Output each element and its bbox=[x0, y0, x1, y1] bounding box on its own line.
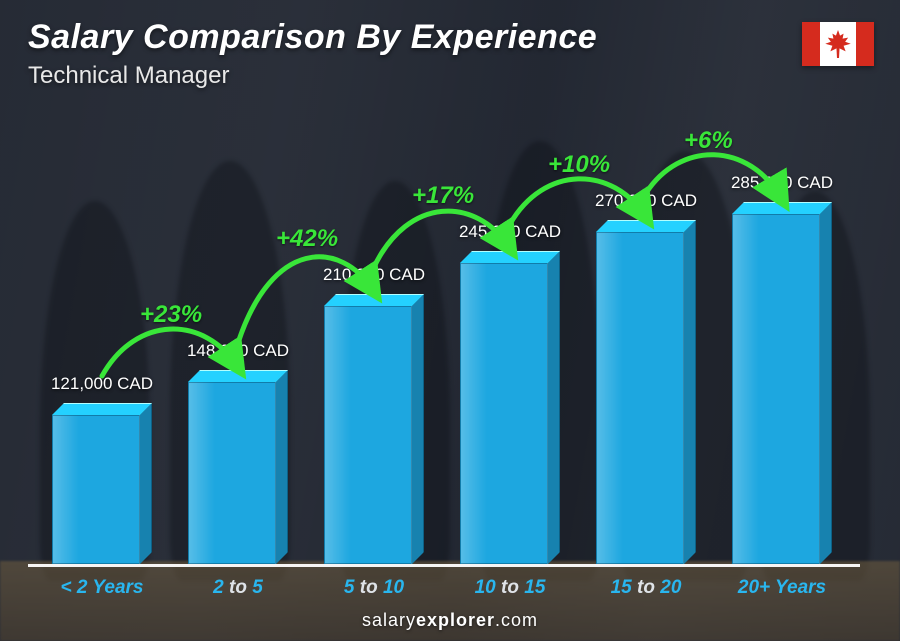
bar-value-label: 121,000 CAD bbox=[34, 374, 170, 394]
infographic-stage: Salary Comparison By Experience Technica… bbox=[0, 0, 900, 641]
bar-front bbox=[52, 415, 140, 564]
flag-stripe-center bbox=[820, 22, 856, 66]
bar-top bbox=[188, 370, 288, 382]
bar-category-label: 2 to 5 bbox=[170, 577, 306, 599]
bar-top bbox=[324, 294, 424, 306]
bar-top bbox=[596, 220, 696, 232]
bar-front bbox=[324, 306, 412, 564]
bar-front bbox=[188, 382, 276, 564]
delta-label: +17% bbox=[412, 182, 474, 210]
bar-side bbox=[820, 202, 832, 564]
footer-attribution: salaryexplorer.com bbox=[0, 610, 900, 631]
bar-category-label: 5 to 10 bbox=[306, 577, 442, 599]
bar-value-label: 148,000 CAD bbox=[170, 341, 306, 361]
footer-bold: explorer bbox=[416, 610, 495, 630]
bar-side bbox=[684, 220, 696, 564]
bar-top bbox=[52, 403, 152, 415]
bar-side bbox=[140, 403, 152, 564]
delta-label: +6% bbox=[684, 127, 733, 155]
delta-label: +42% bbox=[276, 225, 338, 253]
bar-side bbox=[412, 294, 424, 564]
bar-category-label: 15 to 20 bbox=[578, 577, 714, 599]
delta-label: +10% bbox=[548, 151, 610, 179]
flag-stripe-left bbox=[802, 22, 820, 66]
bar-value-label: 210,000 CAD bbox=[306, 265, 442, 285]
bar-top bbox=[460, 251, 560, 263]
bar-top bbox=[732, 202, 832, 214]
footer-prefix: salary bbox=[362, 610, 416, 630]
chart-subtitle: Technical Manager bbox=[28, 62, 229, 90]
delta-label: +23% bbox=[140, 301, 202, 329]
bar-category-label: 10 to 15 bbox=[442, 577, 578, 599]
flag-stripe-right bbox=[856, 22, 874, 66]
bar-front bbox=[596, 232, 684, 564]
bar-side bbox=[276, 370, 288, 564]
bar-value-label: 285,000 CAD bbox=[714, 173, 850, 193]
bar-front bbox=[732, 214, 820, 564]
maple-leaf-icon bbox=[825, 30, 851, 58]
bar-side bbox=[548, 251, 560, 564]
bar-category-label: 20+ Years bbox=[714, 577, 850, 599]
bar-value-label: 245,000 CAD bbox=[442, 222, 578, 242]
chart-baseline bbox=[28, 564, 860, 567]
footer-suffix: .com bbox=[495, 610, 538, 630]
bar-value-label: 270,000 CAD bbox=[578, 191, 714, 211]
canada-flag-icon bbox=[802, 22, 874, 66]
chart-title: Salary Comparison By Experience bbox=[28, 18, 597, 57]
bar-category-label: < 2 Years bbox=[34, 577, 170, 599]
bar-chart: 121,000 CAD< 2 Years148,000 CAD2 to 5210… bbox=[34, 127, 854, 567]
bar-front bbox=[460, 263, 548, 564]
